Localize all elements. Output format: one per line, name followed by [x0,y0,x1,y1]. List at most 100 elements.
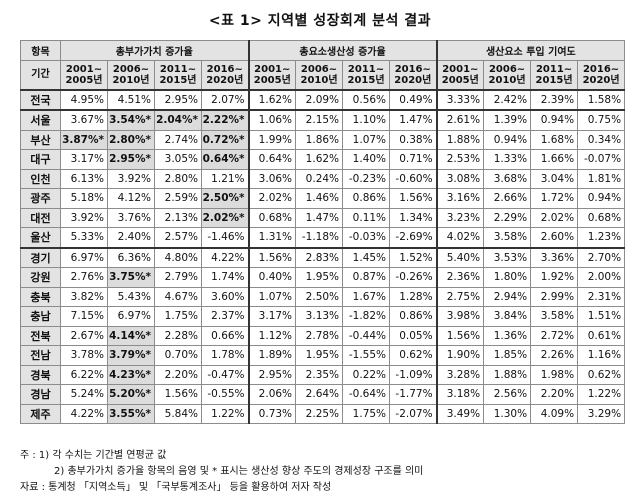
table-cell: 6.22% [60,364,108,385]
header-period-9: 2006~ 2010년 [483,59,532,90]
table-cell: 3.08% [435,168,485,189]
table-cell: 2.37% [200,306,250,327]
header-period-6: 2011~ 2015년 [342,59,391,90]
table-cell: 4.80% [154,246,202,268]
region-label: 강원 [20,267,61,288]
table-cell: 2.75% [435,286,485,307]
table-cell: 4.12% [107,188,155,209]
table-cell: 1.92% [530,267,579,288]
table-cell: 1.62% [295,149,344,170]
notes: 주 : 1) 각 수치는 기간별 연평균 값 2) 총부가가치 증가율 항목의 … [20,448,630,496]
table-cell: 3.33% [435,88,485,111]
table-cell: 1.74% [200,267,250,288]
table-cell: 1.56% [435,325,485,346]
table-cell: 3.60% [200,286,250,307]
table-cell: 2.35% [295,364,344,385]
table-cell: 0.70% [154,345,202,366]
region-label: 전북 [20,325,61,346]
region-label: 대구 [20,149,61,170]
table-cell: 3.23% [435,207,485,228]
table-cell: 4.95% [60,88,108,111]
table-cell: 1.88% [483,364,532,385]
table-cell: -0.23% [342,168,391,189]
table-cell: 2.20% [154,364,202,385]
table-cell: 2.70% [577,246,626,268]
table-cell: 2.67% [60,325,108,346]
growth-accounting-table: 항목 총부가가치 증가율 총요소생산성 증가율 생산요소 투입 기여도 기간 2… [20,40,626,424]
region-label: 충남 [20,306,61,327]
table-cell: 1.58% [577,88,626,111]
table-cell: 0.62% [389,345,438,366]
table-cell: 2.61% [435,109,485,131]
table-row: 경북 6.22% 4.23%* 2.20% -0.47% 2.95% 2.35% 0.22% -… [20,364,626,385]
table-cell: 1.86% [295,129,344,150]
table-cell: -0.03% [342,227,391,248]
region-label: 전국 [20,88,61,111]
table-cell: 0.71% [389,149,438,170]
table-cell: 2.56% [483,384,532,405]
source-note: 자료 : 통계청 「지역소득」 및 「국부통계조사」 등을 활용하여 저자 작성 [20,482,332,493]
table-cell: 1.95% [295,345,344,366]
table-cell: 1.28% [389,286,438,307]
table-cell: 2.31% [577,286,626,307]
table-cell: 2.53% [435,149,485,170]
table-cell: 0.64%* [200,149,250,170]
table-cell: 1.47% [295,207,344,228]
table-cell: 0.11% [342,207,391,228]
table-cell: 1.40% [342,149,391,170]
table-cell: 3.05% [154,149,202,170]
table-cell: 1.75% [342,403,391,424]
table-cell: 2.79% [154,267,202,288]
table-row: 인천 6.13% 3.92% 2.80% 1.21% 3.06% 0.24% -0.23% -0… [20,168,626,189]
table-cell: 3.16% [435,188,485,209]
table-cell: 3.17% [247,306,297,327]
table-cell: 2.09% [295,88,344,111]
table-cell: 0.68% [577,207,626,228]
table-cell: 1.34% [389,207,438,228]
table-row: 경남 5.24% 5.20%* 1.56% -0.55% 2.06% 2.64% -0.64%… [20,384,626,405]
table-cell: 2.07% [200,88,250,111]
table-cell: 0.56% [342,88,391,111]
table-cell: 0.68% [247,207,297,228]
table-cell: 4.22% [200,246,250,268]
table-cell: 2.80%* [107,129,155,150]
table-row: 제주 4.22% 3.55%* 5.84% 1.22% 0.73% 2.25% 1.75% -2… [20,403,626,424]
table-cell: 1.47% [389,109,438,131]
table-cell: 1.78% [200,345,250,366]
table-cell: 1.67% [342,286,391,307]
region-label: 전남 [20,345,61,366]
header-item: 항목 [20,40,61,61]
table-cell: 5.43% [107,286,155,307]
table-cell: 0.72%* [200,129,250,150]
table-cell: 3.78% [60,345,108,366]
table-cell: 3.18% [435,384,485,405]
table-row: 충북 3.82% 5.43% 4.67% 3.60% 1.07% 2.50% 1.67% 1.2… [20,286,626,307]
table-cell: 0.34% [577,129,626,150]
table-cell: 6.97% [107,306,155,327]
table-cell: 3.67% [60,109,108,131]
table-cell: 0.64% [247,149,297,170]
region-label: 서울 [20,109,61,131]
table-cell: 1.36% [483,325,532,346]
table-cell: 3.53% [483,246,532,268]
table-cell: 3.92% [60,207,108,228]
table-cell: 2.36% [435,267,485,288]
table-cell: 2.59% [154,188,202,209]
table-cell: 2.02% [247,188,297,209]
table-cell: 2.25% [295,403,344,424]
header-period-7: 2016~ 2020년 [389,59,438,90]
table-cell: 2.40% [107,227,155,248]
table-cell: 6.97% [60,246,108,268]
table-cell: 2.72% [530,325,579,346]
table-cell: 1.21% [200,168,250,189]
table-cell: 0.24% [295,168,344,189]
table-cell: 0.38% [389,129,438,150]
table-cell: -0.44% [342,325,391,346]
table-cell: -0.07% [577,149,626,170]
table-cell: 1.33% [483,149,532,170]
table-cell: 3.68% [483,168,532,189]
table-row: 전북 2.67% 4.14%* 2.28% 0.66% 1.12% 2.78% -0.44% 0… [20,325,626,346]
table-cell: 2.50%* [200,188,250,209]
table-cell: 3.28% [435,364,485,385]
table-cell: 1.10% [342,109,391,131]
